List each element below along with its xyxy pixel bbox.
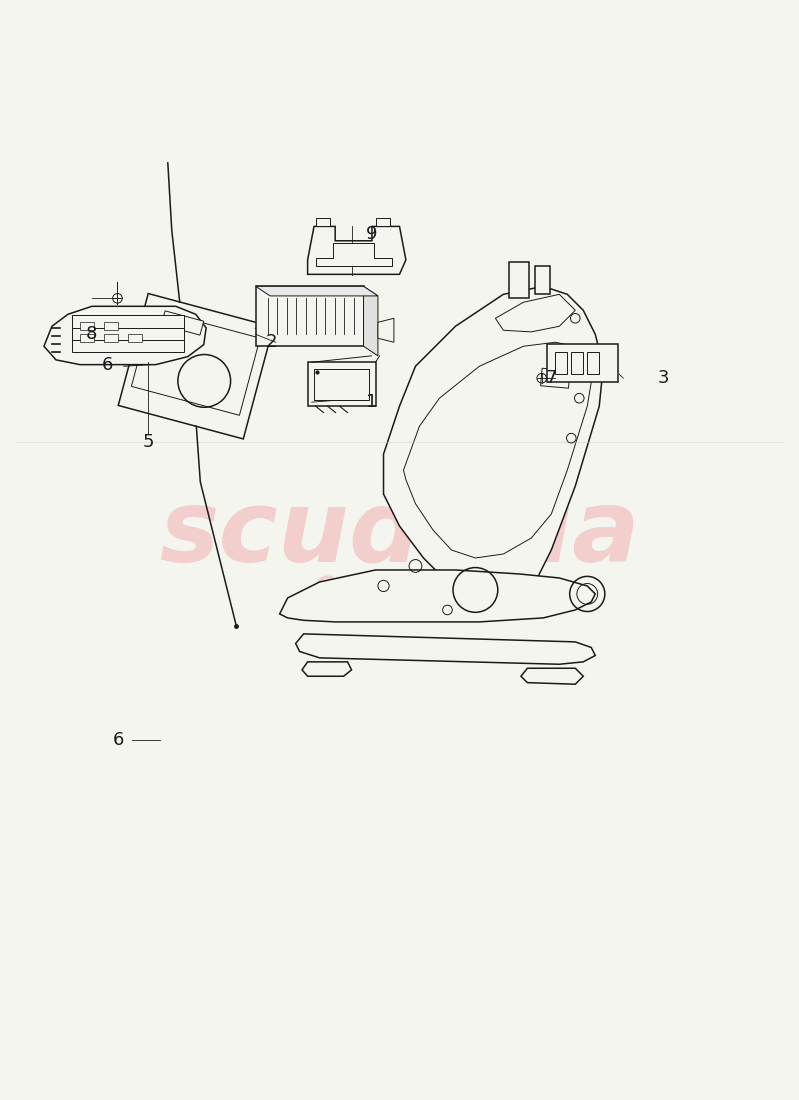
Text: 3: 3 [658,370,669,387]
Bar [314,368,369,399]
Polygon shape [280,570,595,622]
Bar [316,219,330,227]
Text: 2: 2 [266,333,277,351]
Bar [571,352,583,374]
Text: scuderia: scuderia [159,485,640,583]
Polygon shape [378,318,394,342]
Bar [80,322,94,330]
Polygon shape [161,311,204,336]
Polygon shape [131,309,260,416]
Polygon shape [403,342,591,558]
Bar [555,352,567,374]
Polygon shape [44,306,206,364]
Polygon shape [495,295,575,332]
Text: 6: 6 [102,356,113,374]
Text: 1: 1 [366,393,377,411]
Text: 5: 5 [142,433,153,451]
Polygon shape [296,634,595,664]
Polygon shape [316,243,392,266]
Text: 8: 8 [86,326,97,343]
Polygon shape [308,227,406,274]
Polygon shape [521,669,583,684]
Bar [587,352,599,374]
Bar [80,334,94,342]
Bar [72,315,184,328]
Bar [72,326,184,340]
Text: 7: 7 [546,370,557,387]
Polygon shape [364,286,378,355]
Polygon shape [384,286,603,598]
Text: 6: 6 [113,732,124,749]
Polygon shape [118,294,273,439]
Text: 9: 9 [366,226,377,243]
Bar [128,334,142,342]
Bar [256,286,364,346]
Polygon shape [302,662,352,676]
Bar [509,263,529,298]
Polygon shape [541,368,570,388]
Bar [72,340,184,352]
Bar [535,266,550,295]
Bar [376,219,390,227]
Text: car parts: car parts [312,566,487,605]
Bar [104,322,118,330]
Bar [547,344,618,382]
Polygon shape [256,286,378,296]
Bar [104,334,118,342]
Bar [308,362,376,406]
